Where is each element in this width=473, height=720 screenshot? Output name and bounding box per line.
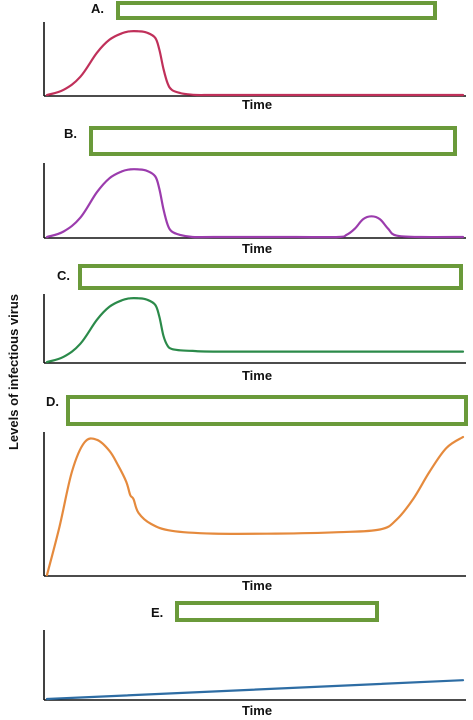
panel-c-label: C. — [57, 268, 70, 283]
panel-d: D. Time — [43, 394, 468, 593]
panel-a-series-line — [45, 29, 465, 97]
panel-c-redacted-title-box — [78, 264, 463, 290]
panel-a-label: A. — [91, 1, 104, 16]
panel-b-series-line — [45, 168, 465, 239]
panel-e-label: E. — [151, 605, 163, 620]
panel-e-curves — [45, 679, 465, 701]
panel-e-redacted-title-box — [175, 601, 379, 622]
panel-b-redacted-title-box — [89, 126, 457, 156]
panel-b: B. Time — [43, 126, 466, 256]
panel-a: A. Time — [43, 1, 466, 112]
panel-e-x-axis-label: Time — [242, 703, 272, 718]
panel-b-label: B. — [64, 126, 77, 141]
y-axis-label: Levels of infectious virus — [6, 294, 21, 450]
panel-d-series-line — [45, 435, 465, 577]
panel-a-redacted-title-box — [116, 1, 437, 20]
panel-d-label: D. — [46, 394, 59, 409]
panel-c-curves — [45, 296, 465, 364]
panel-c: C. Time — [43, 264, 466, 383]
panel-b-x-axis-label: Time — [242, 241, 272, 256]
panel-c-series-line — [45, 296, 465, 364]
panel-c-x-axis-label: Time — [242, 368, 272, 383]
panel-e: E. Time — [43, 601, 466, 718]
panel-a-x-axis-label: Time — [242, 97, 272, 112]
panel-a-curves — [45, 29, 465, 97]
panel-d-x-axis-label: Time — [242, 578, 272, 593]
panel-e-series-line — [45, 679, 465, 701]
panel-d-curves — [45, 435, 465, 577]
panel-b-curves — [45, 168, 465, 239]
panel-d-redacted-title-box — [66, 395, 468, 426]
